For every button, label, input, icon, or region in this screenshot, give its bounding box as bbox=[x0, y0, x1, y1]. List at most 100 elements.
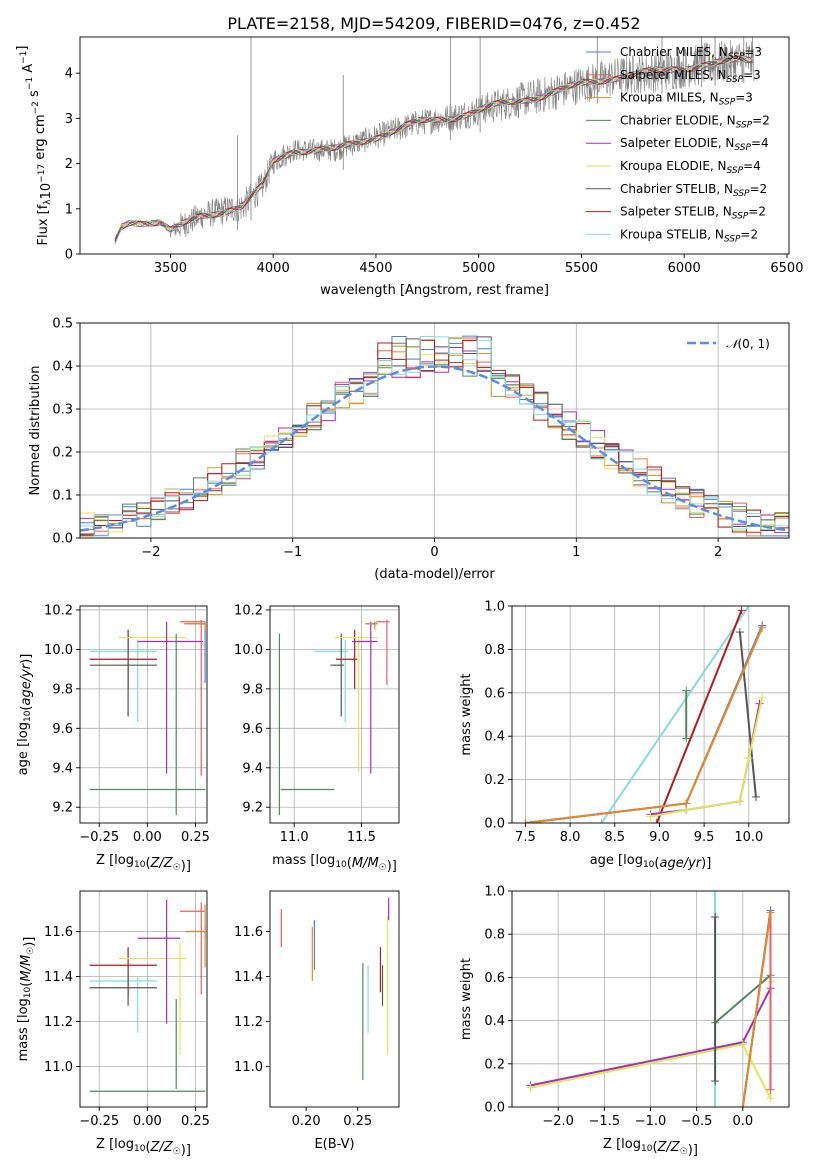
x-axis-label: E(B-V) bbox=[314, 1137, 354, 1152]
x-axis-label: wavelength [Angstrom, rest frame] bbox=[320, 283, 549, 298]
axes-frame bbox=[511, 605, 790, 824]
y-tick-label: 0.4 bbox=[484, 1014, 505, 1029]
label-part: age [log bbox=[16, 722, 31, 775]
y-tick-label: 11.0 bbox=[234, 1060, 263, 1075]
legend-n: =3 bbox=[735, 91, 753, 105]
errorbar-point bbox=[89, 969, 157, 1006]
errorbar-point bbox=[330, 633, 344, 717]
label-part: ☉ bbox=[173, 863, 181, 873]
legend-n: =3 bbox=[744, 45, 762, 59]
label-part: ☉ bbox=[173, 1147, 181, 1157]
errorbar-point bbox=[89, 947, 157, 997]
x-tick-label: 0.25 bbox=[181, 830, 210, 845]
label-part: ( bbox=[347, 856, 352, 871]
errorbar-point bbox=[137, 900, 181, 1024]
legend: 𝒩(0, 1) bbox=[687, 337, 770, 351]
weight-line bbox=[525, 625, 764, 823]
x-axis-label: Z [log10(Z/Z☉)] bbox=[96, 1137, 191, 1158]
label-part: ☉ bbox=[680, 1147, 688, 1157]
x-tick-label: 10.0 bbox=[734, 830, 763, 845]
y-tick-label: 9.2 bbox=[52, 801, 73, 816]
x-tick-label: 6500 bbox=[770, 261, 803, 276]
errorbar-point bbox=[351, 621, 378, 774]
legend-label: Chabrier STELIB, NSSP=2 bbox=[620, 182, 767, 199]
weight-line bbox=[655, 609, 743, 823]
errorbar-point bbox=[180, 619, 206, 776]
x-tick-label: −0.5 bbox=[681, 1114, 713, 1129]
label-part: 10 bbox=[23, 710, 33, 722]
legend-sub: SSP bbox=[734, 143, 751, 153]
x-tick-label: 4000 bbox=[257, 261, 290, 276]
legend-text: Kroupa ELODIE, N bbox=[620, 159, 727, 173]
legend-label: 𝒩(0, 1) bbox=[726, 337, 770, 351]
legend-label: Chabrier MILES, NSSP=3 bbox=[620, 45, 762, 62]
label-part: )] bbox=[701, 856, 711, 871]
axes-frame bbox=[269, 890, 400, 1108]
label-part: ( bbox=[145, 856, 150, 871]
model-fit-line bbox=[114, 56, 754, 243]
model-fit-line bbox=[114, 56, 753, 244]
y-tick-label: 0.1 bbox=[52, 489, 73, 504]
panel-age_vs_Z: −0.25 0.00 0.259.29.49.69.810.010.2Z [log1… bbox=[16, 603, 210, 874]
y-tick-label: 10.2 bbox=[234, 603, 263, 618]
y-tick-label: 9.8 bbox=[52, 682, 73, 697]
legend-text: Kroupa STELIB, N bbox=[620, 227, 724, 241]
weight-line bbox=[738, 631, 757, 798]
y-tick-label: 10.0 bbox=[44, 643, 73, 658]
x-axis-label: Z [log10(Z/Z☉)] bbox=[96, 853, 191, 874]
label-part: A bbox=[21, 64, 36, 77]
label-part: ( bbox=[145, 1140, 150, 1155]
y-tick-label: 0.4 bbox=[52, 360, 73, 375]
x-tick-label: 5000 bbox=[462, 261, 495, 276]
y-tick-label: 0.4 bbox=[484, 730, 505, 745]
errorbar-point bbox=[183, 621, 206, 632]
label-part: 10 bbox=[134, 860, 146, 870]
histogram-step bbox=[80, 335, 789, 538]
y-tick-label: 0.6 bbox=[484, 686, 505, 701]
x-tick-label: 0.0 bbox=[732, 1114, 753, 1129]
errorbar-point bbox=[89, 633, 157, 717]
y-tick-label: 1.0 bbox=[484, 885, 505, 900]
grid-lines bbox=[270, 606, 399, 823]
y-axis-label: mass weight bbox=[459, 958, 474, 1040]
legend-sub: SSP bbox=[719, 98, 736, 108]
y-tick-label: 0.3 bbox=[52, 403, 73, 418]
axes-frame bbox=[79, 605, 208, 824]
x-tick-label: 2 bbox=[714, 545, 722, 560]
normal-curve bbox=[80, 365, 789, 532]
legend-label: Salpeter ELODIE, NSSP=4 bbox=[620, 136, 769, 153]
x-tick-label: 8.5 bbox=[604, 830, 625, 845]
x-tick-label: −1.0 bbox=[635, 1114, 667, 1129]
x-tick-label: 6000 bbox=[668, 261, 701, 276]
errorbar-point bbox=[365, 621, 378, 630]
label-part: Flux [f bbox=[36, 204, 51, 245]
axes-frame bbox=[79, 36, 790, 255]
y-tick-label: 3 bbox=[65, 112, 73, 127]
y-axis-label: Normed distribution bbox=[28, 366, 43, 496]
x-tick-label: 0.25 bbox=[181, 1114, 210, 1129]
legend-text: (0, 1) bbox=[738, 337, 770, 351]
axes-frame bbox=[79, 890, 208, 1108]
x-tick-label: 5500 bbox=[565, 261, 598, 276]
panel-mass_vs_ebv: 0.20 0.25 11.0 11.2 11.4 11.6 E(B-V) bbox=[234, 890, 400, 1152]
plot-area bbox=[89, 619, 206, 816]
label-part: )] bbox=[181, 859, 191, 874]
y-tick-label: 9.4 bbox=[242, 761, 263, 776]
legend-text: Salpeter MILES, N bbox=[620, 68, 727, 82]
x-tick-label: −2.0 bbox=[542, 1114, 574, 1129]
y-tick-label: 10.2 bbox=[44, 603, 73, 618]
y-tick-label: 0.2 bbox=[484, 773, 505, 788]
errorbar-point bbox=[335, 629, 358, 689]
legend-sub: SSP bbox=[727, 75, 744, 85]
x-tick-label: 4500 bbox=[359, 261, 392, 276]
label-part: Z [log bbox=[603, 1137, 641, 1152]
label-part: 10 bbox=[641, 1144, 653, 1154]
model-fit-line bbox=[114, 56, 753, 240]
plot-area bbox=[521, 606, 767, 823]
y-tick-label: 11.2 bbox=[44, 1015, 73, 1030]
plot-area bbox=[80, 335, 789, 538]
grid-lines bbox=[80, 891, 207, 1107]
axes-frame bbox=[269, 605, 400, 824]
